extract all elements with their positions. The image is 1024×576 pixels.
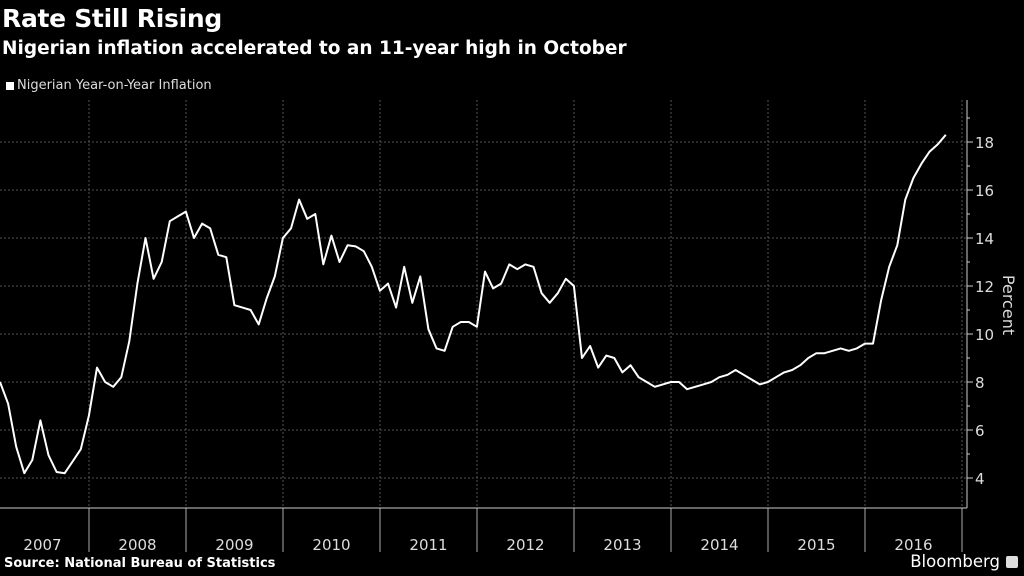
grid xyxy=(0,100,967,508)
y-tick-label: 6 xyxy=(975,422,985,440)
x-tick-label: 2007 xyxy=(23,536,61,554)
y-tick-label: 18 xyxy=(975,134,994,152)
series-line xyxy=(0,134,947,475)
y-tick-label: 14 xyxy=(975,230,994,248)
axes xyxy=(0,100,973,552)
bloomberg-logo: Bloomberg xyxy=(910,552,1018,571)
legend-label: Nigerian Year-on-Year Inflation xyxy=(17,78,212,93)
chart-title: Rate Still Rising xyxy=(2,4,222,33)
logo-text: Bloomberg xyxy=(910,552,1000,571)
bloomberg-chart-icon xyxy=(1006,555,1018,568)
x-tick-label: 2008 xyxy=(118,536,156,554)
y-tick-label: 12 xyxy=(975,278,994,296)
y-tick-label: 4 xyxy=(975,470,985,488)
x-tick-label: 2013 xyxy=(603,536,641,554)
y-tick-label: 10 xyxy=(975,326,994,344)
x-tick-label: 2015 xyxy=(797,536,835,554)
tick-labels: 4 6 8 10 12 14 16 18 2007 2008 2009 2010 2011 2012 201… xyxy=(23,134,994,554)
x-tick-label: 2011 xyxy=(409,536,447,554)
x-tick-label: 2012 xyxy=(506,536,544,554)
legend-swatch xyxy=(6,81,14,90)
source-note: Source: National Bureau of Statistics xyxy=(4,556,276,571)
x-tick-label: 2014 xyxy=(700,536,738,554)
x-tick-label: 2016 xyxy=(894,536,932,554)
x-tick-label: 2010 xyxy=(312,536,350,554)
y-tick-label: 8 xyxy=(975,374,985,392)
y-tick-label: 16 xyxy=(975,182,994,200)
legend: Nigerian Year-on-Year Inflation xyxy=(6,78,212,93)
chart-subtitle: Nigerian inflation accelerated to an 11-… xyxy=(2,38,627,59)
x-tick-label: 2009 xyxy=(215,536,253,554)
y-axis-label: Percent xyxy=(999,275,1018,335)
